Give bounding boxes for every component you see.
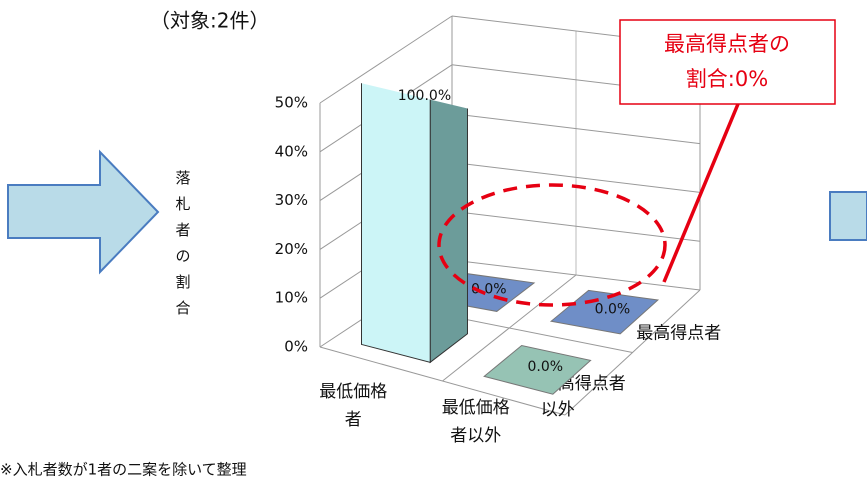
callout-text: 割合:0% — [686, 67, 768, 91]
grid-line — [451, 161, 701, 193]
x-tick-label: 最低価格者 — [319, 382, 387, 430]
grid-line — [319, 15, 453, 104]
bar — [483, 344, 592, 395]
value-label: 0.0% — [595, 301, 631, 317]
y-tick-label: 10% — [275, 289, 308, 307]
bar-side — [429, 0, 468, 364]
grid-line — [451, 113, 701, 145]
value-label: 0.0% — [471, 282, 507, 298]
value-label: 0.0% — [528, 359, 564, 375]
highlight-ellipse — [437, 183, 667, 307]
legend-label: 最高得点者 — [636, 323, 721, 343]
bar-top — [483, 344, 592, 395]
bar — [549, 289, 660, 335]
callout-line — [662, 103, 740, 283]
note: ※入札者数が1者の二案を除いて整理 — [0, 461, 247, 477]
value-label: 100.0% — [398, 88, 451, 104]
callout-text: 最高得点者の — [664, 32, 790, 56]
y-tick-label: 40% — [275, 142, 308, 160]
arrow-right — [829, 191, 867, 241]
y-tick-label: 30% — [275, 191, 308, 209]
grid-line — [451, 259, 701, 291]
subtitle: （対象:2件） — [150, 9, 269, 33]
bar-front — [361, 0, 431, 363]
x-tick-label: 最低価格者以外 — [442, 398, 510, 446]
y-tick-label: 0% — [284, 338, 308, 356]
grid-line — [451, 210, 701, 242]
arrow-left — [7, 149, 160, 275]
callout-box — [619, 19, 836, 105]
bar-top — [549, 289, 660, 335]
y-axis-label: 落札者の割合 — [175, 169, 190, 317]
y-tick-label: 50% — [275, 94, 308, 112]
y-tick-label: 20% — [275, 240, 308, 258]
